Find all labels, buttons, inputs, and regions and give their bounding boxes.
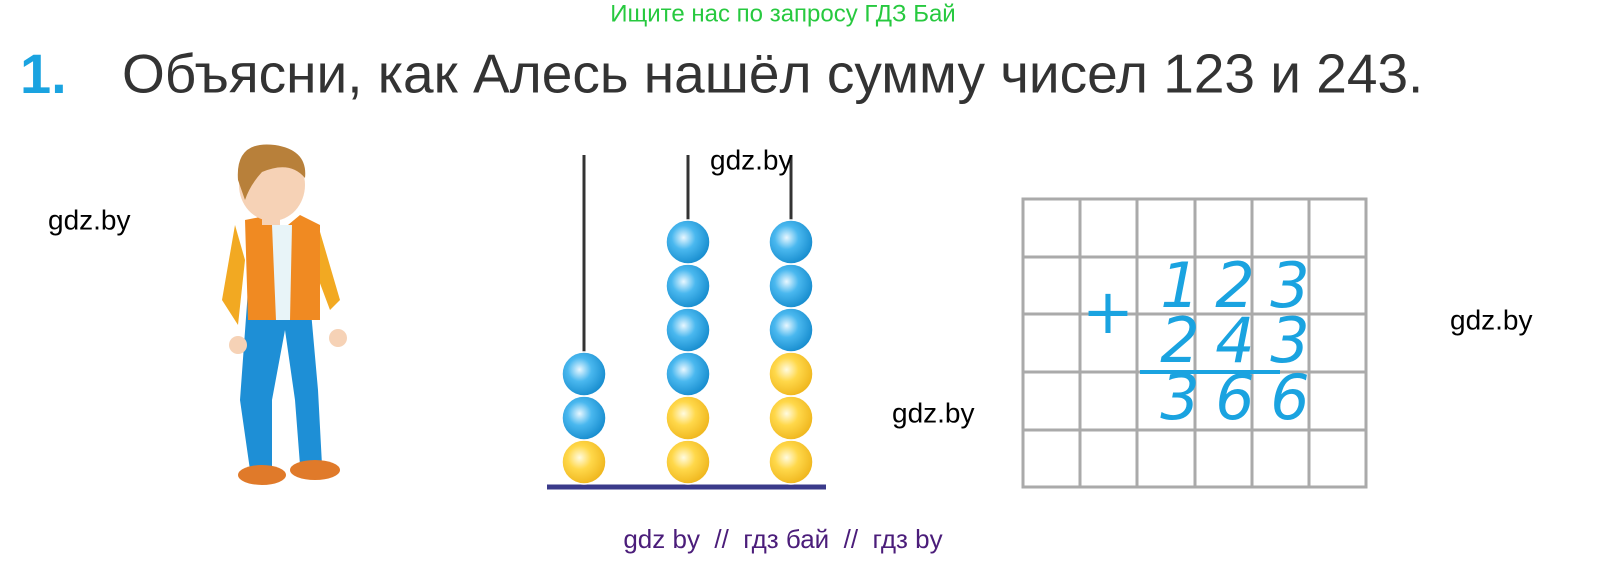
banner: Ищите нас по запросу ГДЗ Бай <box>610 0 955 27</box>
digit: 6 <box>1270 361 1309 434</box>
digit: 3 <box>1270 249 1309 322</box>
watermark: gdz.by <box>710 144 793 175</box>
digit: 2 <box>1160 304 1199 377</box>
task-text: Объясни, как Алесь нашёл сумму чисел 123… <box>122 43 1423 105</box>
watermark: gdz.by <box>1450 304 1533 335</box>
digit: 1 <box>1160 249 1199 322</box>
digit: 2 <box>1215 249 1254 322</box>
task-number: 1. <box>20 42 67 105</box>
watermark: gdz.by <box>892 397 975 428</box>
digit: 4 <box>1215 304 1254 377</box>
plus-sign: + <box>1082 275 1134 348</box>
abacus <box>547 155 826 490</box>
watermark: gdz.by <box>48 204 131 235</box>
footer: gdz by // гдз бай // гдз by <box>623 524 942 554</box>
digit: 3 <box>1270 304 1309 377</box>
digit: 6 <box>1215 361 1254 434</box>
grid <box>1021 197 1368 489</box>
digit: 3 <box>1160 361 1199 434</box>
boy-illustration <box>222 144 347 485</box>
